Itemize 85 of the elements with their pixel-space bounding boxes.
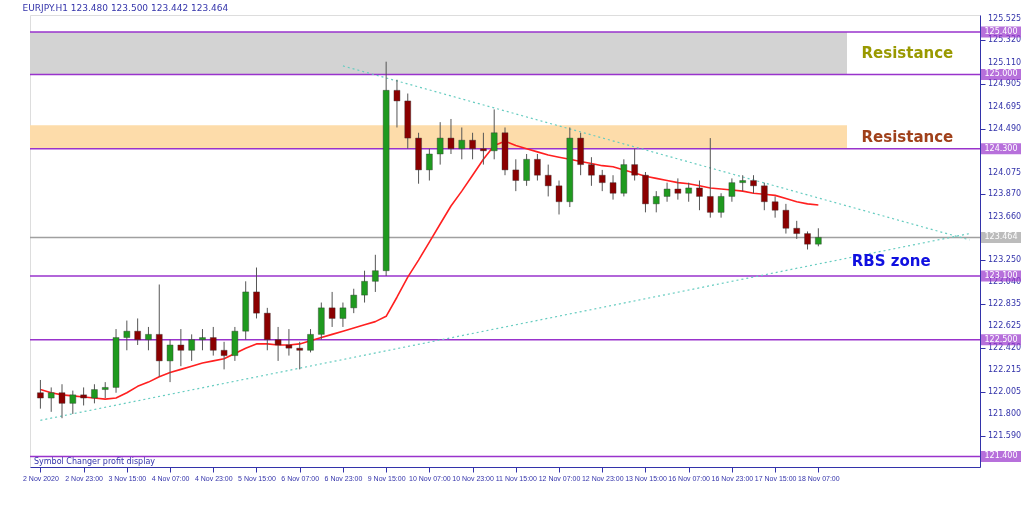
y-tick-label: 124.695 [988,101,1022,111]
candlestick [372,254,379,293]
candlestick [685,182,692,203]
candlestick [771,195,779,219]
annotation: RBS zone [851,252,931,271]
candlestick [145,326,152,351]
ref-line-label: 125.400 [984,26,1018,36]
candlestick [804,230,811,250]
candlestick [555,180,563,215]
candlestick [134,317,141,346]
y-tick-label: 121.590 [988,431,1022,441]
candlestick [782,203,790,235]
candlestick [717,192,725,219]
candlestick [91,383,98,404]
candlestick [80,386,87,406]
candlestick [793,220,800,240]
y-tick-label: 124.905 [988,79,1022,89]
y-tick-label: 125.525 [988,13,1022,23]
candlestick [307,328,314,353]
y-tick-label: 125.320 [988,35,1022,45]
candlestick [339,302,347,328]
candlestick [815,227,822,247]
candlestick [545,164,552,197]
band-label: Resistance [861,44,954,63]
y-tick-label: 122.420 [988,343,1022,353]
candlestick [491,108,498,160]
candlestick [296,341,303,370]
candlestick [707,137,714,219]
candlestick [653,190,660,213]
candlestick [458,126,465,160]
candlestick [663,182,671,203]
candlestick [253,267,260,319]
candlestick [188,333,195,362]
candlestick [469,132,476,160]
candlestick [480,132,487,166]
annotation: Symbol Changer profit display [34,457,156,466]
candlestick [393,79,401,128]
candlestick [58,383,66,419]
y-tick-label: 124.075 [988,167,1022,177]
candlestick [210,326,217,357]
y-tick-label: 122.835 [988,299,1022,309]
candlestick [220,341,228,370]
candlestick [674,177,682,201]
candlestick [512,158,519,192]
candlestick [631,148,638,182]
y-tick-label: 123.870 [988,189,1022,199]
candlestick [588,156,595,187]
y-tick-label: 125.110 [988,57,1022,67]
candlestick [696,180,703,211]
candlestick [523,153,530,187]
candlestick [37,379,44,410]
y-tick-label: 122.625 [988,321,1022,331]
candlestick [199,328,206,351]
candlestick [426,148,433,182]
candlestick [609,174,617,201]
y-tick-label: 123.250 [988,255,1022,265]
ref-line-label: 123.464 [984,232,1018,242]
y-tick-label: 122.005 [988,387,1022,397]
candlestick [750,174,757,194]
chart-title: EURJPY.H1 123.480 123.500 123.442 123.464 [22,2,229,13]
candlestick [436,121,444,166]
candlestick [69,390,77,415]
candlestick [534,153,541,182]
candlestick [350,288,357,314]
candlestick [48,386,55,413]
y-tick-label: 122.215 [988,364,1022,374]
candlestick [123,320,131,351]
candlestick [285,328,293,357]
candlestick [447,118,455,155]
candlestick [761,182,768,211]
candlestick [599,169,606,192]
band-label: Resistance [861,128,954,147]
y-tick-label: 121.800 [988,408,1022,418]
ref-line-label: 122.500 [984,334,1018,344]
candlestick [328,291,336,328]
candlestick [166,339,174,383]
candlestick [177,328,185,367]
y-tick-label: 123.660 [988,211,1022,221]
y-tick-label: 124.490 [988,123,1022,133]
candlestick [361,270,368,304]
candlestick [274,326,282,362]
ref-line-label: 121.400 [984,451,1018,461]
ref-line-label: 124.300 [984,143,1018,153]
ref-line-label: 125.000 [984,69,1018,79]
candlestick [728,177,736,203]
